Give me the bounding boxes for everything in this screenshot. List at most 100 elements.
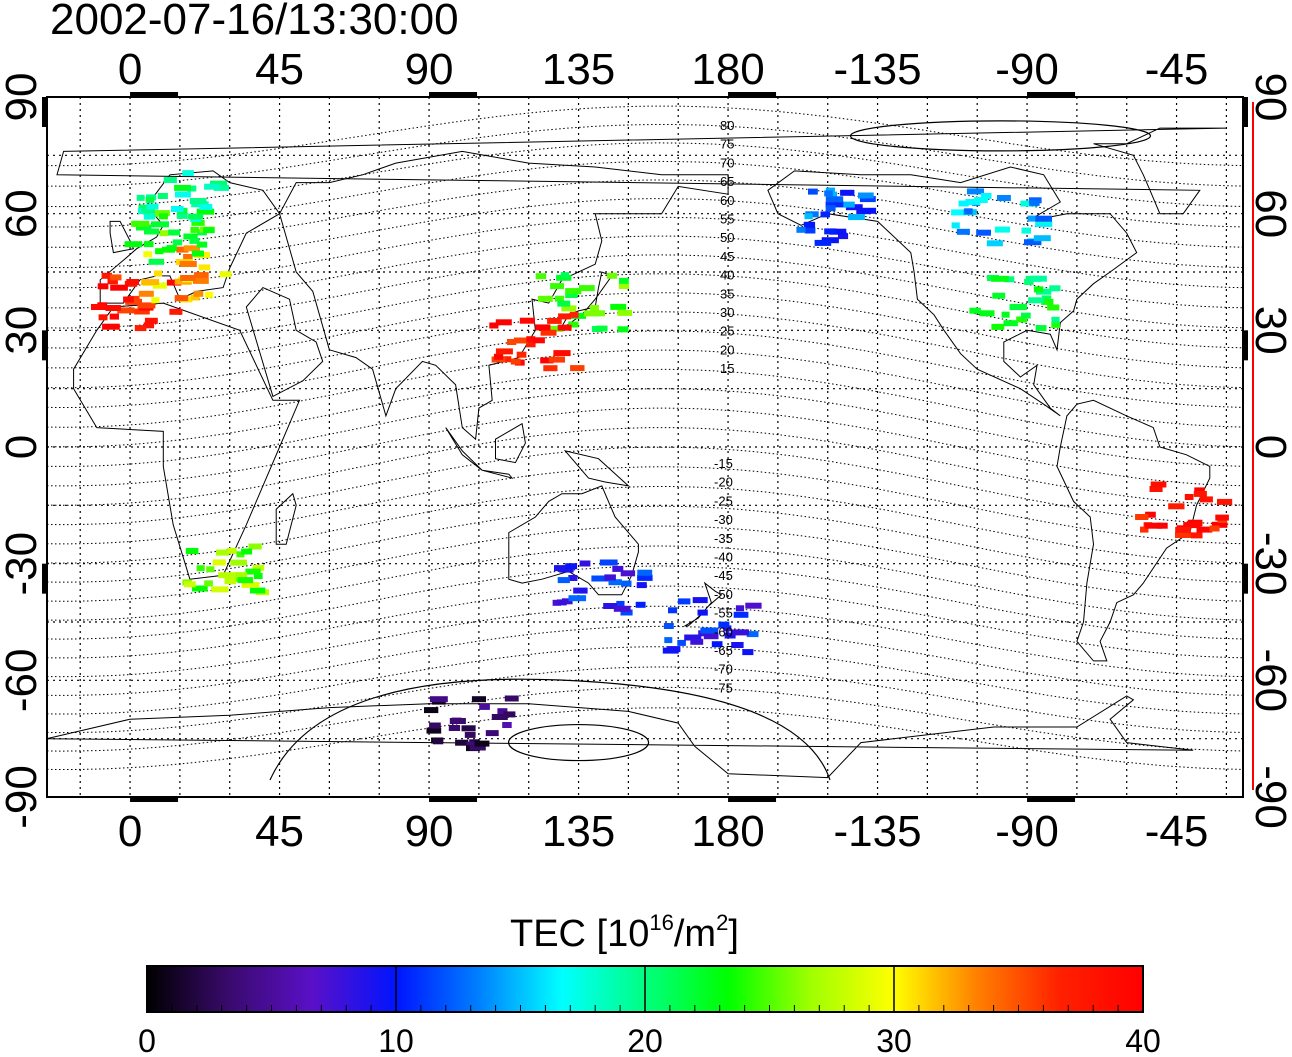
tec-cell [1194,487,1205,494]
tec-cell [1190,532,1203,539]
contour-label: -30 [714,512,733,527]
tec-cell [804,213,813,220]
tec-cell [1036,288,1052,295]
tec-cell [198,264,211,271]
tec-cell [241,548,253,555]
magnetic-contour [47,446,1243,526]
tec-cell [189,237,200,244]
tec-cell [143,322,155,329]
tec-cell [565,563,578,570]
tec-cell [211,586,229,593]
tec-cell [183,245,201,252]
tec-cell [429,696,448,703]
magnetic-contour [47,235,1243,309]
contour-label: -55 [714,606,733,621]
lat-label-right: 30 [1246,306,1292,355]
magnetic-contour [47,330,1243,408]
lon-label-top: -45 [1145,45,1209,94]
magnetic-contours [47,105,1243,781]
contour-label: 70 [720,155,734,170]
tec-cell [1184,494,1194,500]
tec-cell [426,727,442,734]
tec-cell [958,200,969,207]
magnetic-contour [47,292,1243,369]
frame-tick-left [42,563,47,594]
tec-cell [1193,490,1207,497]
tec-cell [604,574,616,581]
tec-cell [568,321,579,328]
tec-cell [533,337,545,344]
tec-cell [464,731,476,738]
tec-cell [105,305,121,311]
tec-cell [489,322,499,329]
magnetic-contour [47,349,1243,428]
tec-cell [176,246,189,253]
tec-cell [196,565,205,572]
tec-cell [171,206,184,212]
contour-label: 55 [720,212,734,227]
tec-cell [1150,481,1167,488]
tec-cell [144,317,158,324]
tec-cell [825,205,836,212]
coastline [495,422,526,464]
tec-cell [1009,304,1027,311]
magnetic-contour [47,273,1243,349]
lon-label-bottom: 0 [118,807,142,856]
tec-cell [843,201,855,208]
tec-cell [175,191,191,198]
tec-cell [184,581,196,588]
tec-cell [143,213,156,220]
tec-cell [134,325,147,332]
tec-cell [552,599,561,606]
tec-data-patches [91,170,1233,752]
tec-cell [1215,514,1229,521]
tec-cell [974,197,988,203]
tec-cell [471,696,486,703]
magnetic-contour [47,625,1243,696]
tec-cell [159,213,168,220]
tec-cell [1049,285,1061,292]
map-frame [46,96,1244,798]
tec-cell [97,283,109,290]
tec-cell [742,649,754,656]
tec-cell [190,226,199,233]
contour-label: -45 [714,568,733,583]
tec-cell [101,272,112,279]
contour-label: 60 [720,193,734,208]
tec-cell [230,559,247,566]
tec-cell [991,275,1009,282]
contour-label: 25 [720,324,734,339]
tec-cell [203,227,215,234]
tec-cell [554,565,570,572]
magnetic-contour [47,407,1243,487]
contour-label: 20 [720,342,734,357]
tec-cell [613,605,631,612]
tec-cell [429,722,441,729]
tec-cell [1001,311,1010,318]
tec-cell [493,353,504,360]
right-latitude-labels: 90 60 30 0 -30 -60 -90 [1246,73,1292,829]
tec-cell [590,304,599,311]
tec-cell [98,314,108,321]
magnetic-contour [47,254,1243,329]
tec-cell [1035,325,1047,332]
tec-cell [148,258,164,265]
magnetic-contour [47,388,1243,467]
tec-cell [187,185,197,192]
tec-cell [724,632,736,639]
map-title: 2002-07-16/13:30:00 [50,0,459,44]
south-pole-contour-inner [507,723,650,762]
tec-cell [537,295,553,302]
lat-label-left: -60 [0,649,46,713]
contour-label: 35 [720,286,734,301]
tec-cell [1033,286,1044,293]
tec-cell [1047,304,1060,311]
tec-cell [543,365,558,372]
tec-cell [735,605,745,612]
tec-cell [245,568,261,575]
frame-tick-top [1027,92,1076,97]
tec-cell [569,311,579,318]
tec-cell [610,303,627,310]
tec-cell [804,227,816,234]
tec-cell [191,250,204,257]
